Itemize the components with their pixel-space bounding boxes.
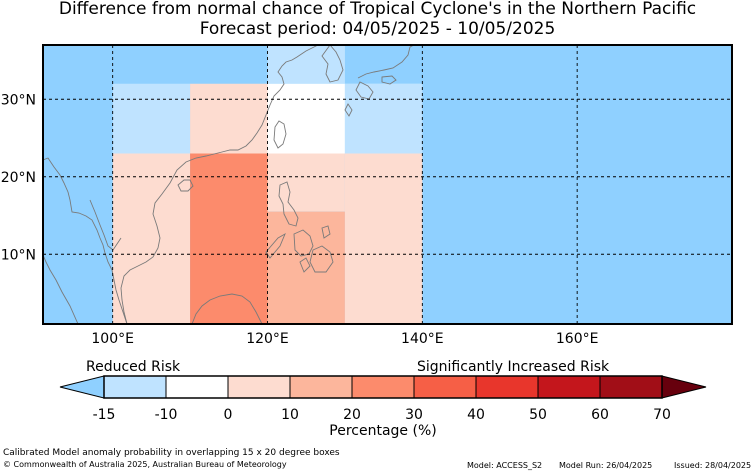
footer-copyright: © Commonwealth of Australia 2025, Austra… (3, 460, 287, 469)
colorbar-tick-label: 40 (467, 407, 485, 423)
colorbar-frame (103, 375, 663, 399)
increased-risk-label: Significantly Increased Risk (417, 359, 610, 375)
colorbar-segment-8 (599, 375, 663, 399)
lon-tick-label: 120°E (246, 331, 289, 347)
colorbar-tick-label: 70 (653, 407, 671, 423)
anomaly-cell-1 (112, 153, 191, 324)
anomaly-cell-5 (267, 83, 345, 154)
lon-tick-label: 160°E (556, 331, 599, 347)
colorbar-over-arrow (661, 375, 707, 399)
chart-subtitle: Forecast period: 04/05/2025 - 10/05/2025 (199, 19, 556, 39)
colorbar-xlabel: Percentage (%) (329, 423, 436, 439)
footer-caption: Calibrated Model anomaly probability in … (3, 448, 340, 458)
lat-tick-label: 20°N (1, 170, 36, 186)
colorbar-segments (103, 375, 663, 399)
anomaly-cells (112, 45, 423, 324)
colorbar-tick-label: -15 (93, 407, 116, 423)
footer-model: Model: ACCESS_S2 (467, 461, 543, 470)
colorbar-tick-label: 0 (224, 407, 233, 423)
anomaly-cell-6 (267, 153, 345, 212)
anomaly-cell-3 (190, 153, 268, 324)
colorbar-tick-label: 30 (405, 407, 423, 423)
colorbar-under-arrow (59, 375, 105, 399)
lon-tick-label: 100°E (91, 331, 134, 347)
colorbar-segment-2 (227, 375, 291, 399)
colorbar-tick-label: 60 (591, 407, 609, 423)
colorbar-segment-6 (475, 375, 539, 399)
map-frame (42, 44, 733, 325)
reduced-risk-label: Reduced Risk (86, 359, 181, 375)
colorbar-tick-labels: -15 -10 0 10 20 30 40 50 60 70 (93, 407, 671, 423)
anomaly-cell-0 (112, 83, 191, 154)
colorbar-tick-label: 10 (281, 407, 299, 423)
colorbar-segment-5 (413, 375, 477, 399)
axis-tick-labels: 100°E 120°E 140°E 160°E 10°N 20°N 30°N (1, 92, 599, 347)
chart-title: Difference from normal chance of Tropica… (58, 0, 697, 19)
anomaly-cell-8 (344, 83, 423, 154)
anomaly-cell-2 (190, 83, 268, 154)
colorbar-segment-4 (351, 375, 415, 399)
colorbar-tick-label: -10 (155, 407, 178, 423)
colorbar-segment-3 (289, 375, 353, 399)
colorbar-segment-0 (103, 375, 167, 399)
anomaly-cell-9 (344, 153, 423, 324)
colorbar-segment-1 (165, 375, 229, 399)
colorbar-segment-7 (537, 375, 601, 399)
anomaly-cell-7 (267, 211, 345, 324)
anomaly-cell-4 (267, 45, 345, 84)
gridlines (43, 45, 732, 324)
footer-issued: Issued: 28/04/2025 (674, 461, 752, 470)
footer-model-run: Model Run: 26/04/2025 (559, 461, 653, 470)
coastlines (43, 45, 415, 324)
colorbar-tick-label: 50 (529, 407, 547, 423)
lat-tick-label: 30°N (1, 92, 36, 108)
colorbar-tick-label: 20 (343, 407, 361, 423)
lon-tick-label: 140°E (401, 331, 444, 347)
lat-tick-label: 10°N (1, 247, 36, 263)
